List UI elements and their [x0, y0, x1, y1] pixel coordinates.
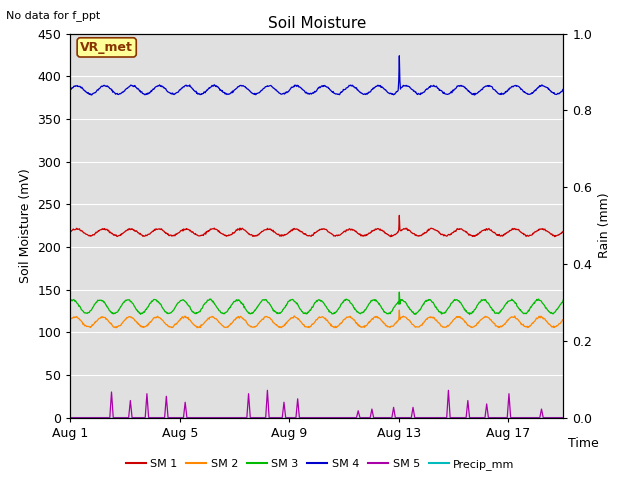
SM 5 [84, 415, 92, 420]
SM 1 [559, 228, 567, 234]
SM 2 [84, 324, 92, 329]
SM 3 [396, 289, 403, 295]
SM 4 [465, 88, 473, 94]
SM 5 [346, 415, 354, 420]
Line: SM 2: SM 2 [70, 310, 563, 328]
SM 3 [272, 310, 280, 315]
SM 3 [466, 312, 474, 317]
SM 3 [182, 300, 190, 306]
SM 3 [84, 310, 92, 315]
SM 2 [67, 316, 74, 322]
Precip_mm [84, 415, 92, 420]
Text: No data for f_ppt: No data for f_ppt [6, 10, 100, 21]
Precip_mm [182, 415, 190, 420]
SM 5 [246, 407, 253, 412]
SM 4 [272, 87, 280, 93]
Line: SM 4: SM 4 [70, 56, 563, 95]
Line: SM 5: SM 5 [70, 390, 563, 418]
SM 5 [465, 409, 473, 415]
SM 1 [182, 226, 190, 231]
SM 5 [264, 387, 271, 393]
Title: Soil Moisture: Soil Moisture [268, 16, 366, 31]
SM 4 [67, 87, 74, 93]
SM 5 [67, 415, 74, 420]
SM 1 [396, 213, 403, 218]
SM 3 [346, 299, 353, 304]
SM 2 [183, 315, 191, 321]
SM 1 [465, 232, 473, 238]
SM 4 [346, 83, 353, 88]
Precip_mm [346, 415, 353, 420]
SM 5 [182, 409, 190, 415]
Precip_mm [559, 415, 567, 420]
Y-axis label: Soil Moisture (mV): Soil Moisture (mV) [19, 168, 32, 283]
SM 2 [246, 323, 254, 329]
SM 5 [273, 415, 280, 420]
SM 2 [396, 307, 403, 313]
SM 3 [246, 311, 253, 316]
Text: VR_met: VR_met [80, 41, 133, 54]
SM 1 [551, 234, 559, 240]
SM 4 [182, 83, 190, 88]
SM 2 [559, 317, 567, 323]
SM 4 [84, 90, 92, 96]
Precip_mm [67, 415, 74, 420]
Precip_mm [465, 415, 472, 420]
Legend: SM 1, SM 2, SM 3, SM 4, SM 5, Precip_mm: SM 1, SM 2, SM 3, SM 4, SM 5, Precip_mm [121, 455, 519, 474]
SM 4 [471, 92, 479, 98]
SM 1 [346, 226, 353, 231]
SM 2 [346, 313, 354, 319]
SM 4 [559, 86, 567, 92]
Y-axis label: Rain (mm): Rain (mm) [598, 193, 611, 258]
X-axis label: Time: Time [568, 437, 598, 450]
Line: SM 3: SM 3 [70, 292, 563, 314]
SM 4 [246, 88, 253, 94]
SM 5 [559, 415, 567, 420]
Line: SM 1: SM 1 [70, 216, 563, 237]
Precip_mm [272, 415, 280, 420]
SM 3 [67, 298, 74, 304]
SM 4 [396, 53, 403, 59]
SM 2 [273, 322, 280, 327]
SM 1 [246, 232, 253, 238]
SM 2 [112, 325, 120, 331]
SM 1 [272, 230, 280, 236]
SM 3 [465, 310, 473, 316]
SM 1 [84, 232, 92, 238]
Precip_mm [246, 415, 253, 420]
SM 3 [559, 297, 567, 303]
SM 1 [67, 229, 74, 235]
SM 2 [466, 324, 474, 329]
